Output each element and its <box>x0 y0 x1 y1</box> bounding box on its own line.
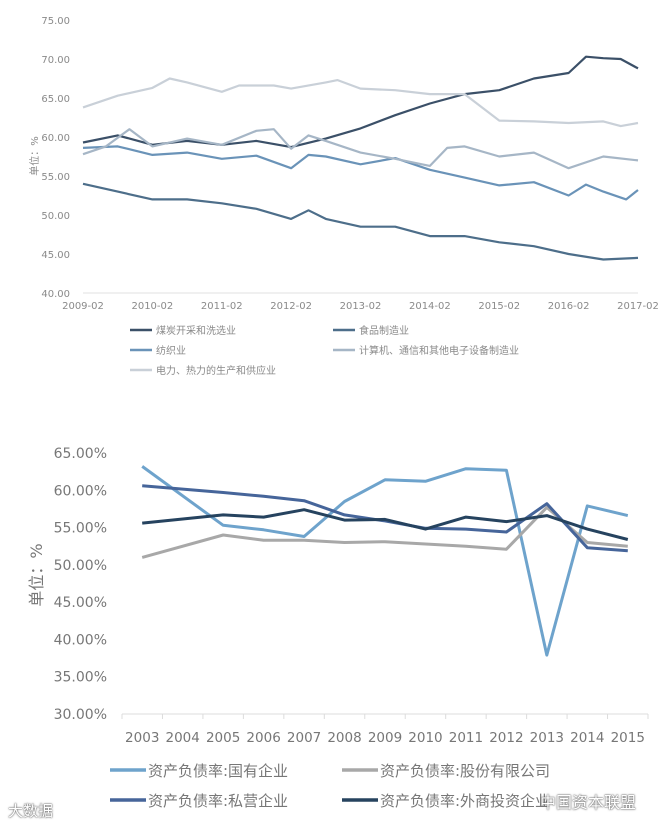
y-tick-label: 45.00 <box>41 250 70 261</box>
y-tick-label: 55.00 <box>41 172 70 183</box>
legend-label: 资产负债率:私营企业 <box>148 792 288 810</box>
y-axis-label: 单位：% <box>27 543 46 606</box>
watermark-left: 大数据 <box>8 802 54 820</box>
y-axis-label: 单位：% <box>28 136 41 176</box>
legend-label: 计算机、通信和其他电子设备制造业 <box>359 344 519 357</box>
x-tick-label: 2011 <box>449 730 483 746</box>
x-tick-label: 2016-02 <box>548 301 590 312</box>
legend-label: 资产负债率:国有企业 <box>148 762 288 780</box>
x-tick-label: 2007 <box>287 730 321 746</box>
chart-industry-debt-ratio: 40.00 45.00 50.00 55.00 60.00 65.00 70.00 75.00… <box>28 16 659 377</box>
y-tick-label: 70.00 <box>41 55 70 66</box>
x-tick-label: 2010-02 <box>131 301 173 312</box>
x-tick-label: 2012 <box>489 730 523 746</box>
legend-label: 纺织业 <box>156 344 186 357</box>
x-tick-label: 2014-02 <box>409 301 451 312</box>
series-line <box>82 77 639 128</box>
y-tick-label: 30.00% <box>54 707 107 723</box>
x-tick-label: 2012-02 <box>270 301 312 312</box>
y-tick-label: 40.00 <box>41 289 70 300</box>
x-tick-label: 2009 <box>368 730 402 746</box>
y-tick-label: 50.00 <box>41 211 70 222</box>
x-tick-label: 2009-02 <box>62 301 104 312</box>
y-tick-label: 60.00% <box>54 483 107 499</box>
x-tick-label: 2017-02 <box>617 301 659 312</box>
y-tick-label: 65.00 <box>41 94 70 105</box>
y-tick-label: 40.00% <box>54 632 107 648</box>
y-tick-label: 65.00% <box>54 446 107 462</box>
y-tick-label: 60.00 <box>41 133 70 144</box>
x-tick-label: 2013-02 <box>340 301 382 312</box>
x-tick-label: 2004 <box>166 730 200 746</box>
y-tick-label: 45.00% <box>54 595 107 611</box>
series-line <box>82 55 639 149</box>
x-tick-label: 2006 <box>246 730 280 746</box>
chart-ownership-debt-ratio: 30.00% 35.00% 40.00% 45.00% 50.00% 55.00% 60.0… <box>27 446 649 810</box>
x-tick-label: 2010 <box>408 730 442 746</box>
legend-label: 煤炭开采和洗选业 <box>156 324 236 337</box>
watermark-right: 中国资本联盟 <box>540 793 637 812</box>
series-line <box>141 465 629 657</box>
series-line <box>82 145 639 201</box>
series-line <box>82 128 639 170</box>
series-line <box>82 182 639 261</box>
x-tick-label: 2005 <box>206 730 240 746</box>
legend-label: 电力、热力的生产和供应业 <box>156 364 276 377</box>
x-tick-label: 2015 <box>611 730 645 746</box>
series-line <box>141 505 628 559</box>
legend-label: 资产负债率:股份有限公司 <box>380 762 550 780</box>
series-line <box>142 508 629 541</box>
y-tick-label: 50.00% <box>54 558 107 574</box>
x-tick-label: 2008 <box>327 730 361 746</box>
x-tick-label: 2003 <box>125 730 159 746</box>
x-tick-label: 2015-02 <box>478 301 520 312</box>
x-tick-label: 2014 <box>570 730 604 746</box>
y-tick-label: 55.00% <box>54 521 107 537</box>
x-tick-label: 2013 <box>530 730 564 746</box>
legend-label: 资产负债率:外商投资企业 <box>380 792 550 810</box>
legend-label: 食品制造业 <box>359 324 409 337</box>
y-tick-label: 75.00 <box>41 16 70 27</box>
y-tick-label: 35.00% <box>54 670 107 686</box>
x-tick-label: 2011-02 <box>201 301 243 312</box>
